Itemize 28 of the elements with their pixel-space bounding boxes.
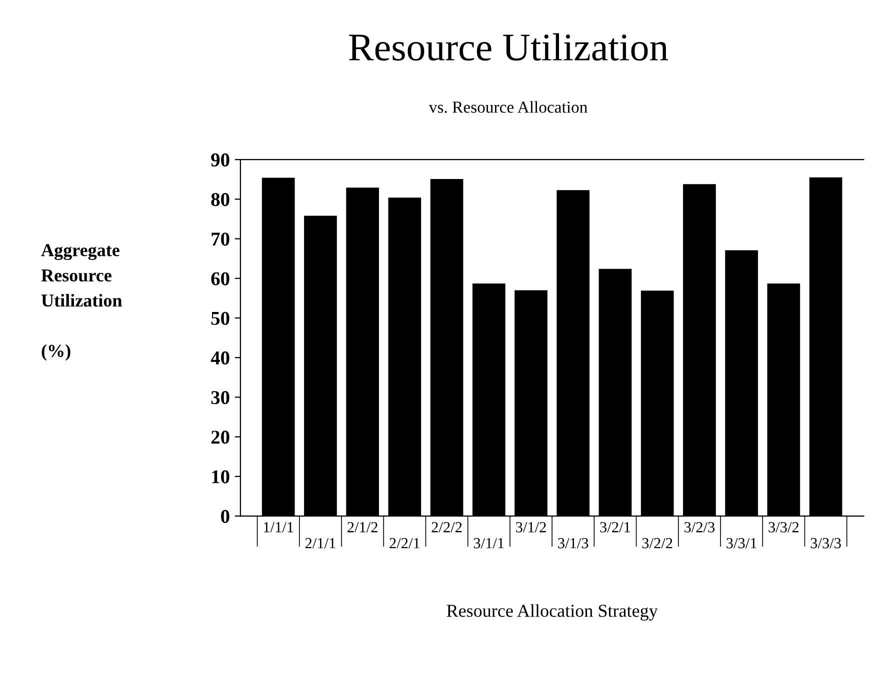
chart-title: Resource Utilization [349,33,668,61]
x-tick-label: 3/3/1 [726,538,756,548]
x-tick-label: 1/1/1 [264,522,294,532]
x-axis-title: Resource Allocation Strategy [446,604,658,621]
x-tick-label: 3/1/2 [516,522,546,532]
x-tick-label: 3/3/3 [810,538,841,548]
x-tick-label: 3/3/2 [768,522,799,532]
x-tick-label: 2/2/2 [432,522,462,532]
x-tick-label: 2/1/2 [348,522,378,532]
x-tick-label: 3/2/2 [642,538,672,548]
y-tick-label: 30 [211,391,230,404]
y-tick-label: 0 [221,510,230,523]
y-tick-label: 20 [211,430,230,444]
y-tick-label: 90 [211,153,230,167]
y-tick-label: 10 [212,470,230,484]
y-tick-label: 70 [212,232,230,246]
y-tick-label: 80 [211,192,230,206]
x-tick-label: 2/1/1 [305,538,336,548]
x-tick-label: 3/2/1 [600,522,630,532]
x-tick-label: 2/2/1 [390,538,420,548]
x-tick-label: 3/1/3 [558,538,588,548]
text: Aggregate Resource Utilization (%) [41,244,122,361]
y-tick-label: 40 [210,351,230,365]
y-tick-label: 50 [211,312,230,325]
chart-subtitle: vs. Resource Allocation [428,101,588,113]
x-tick-label: 3/1/1 [474,538,504,548]
x-tick-label: 3/2/3 [684,522,715,532]
y-tick-label: 60 [211,272,230,286]
